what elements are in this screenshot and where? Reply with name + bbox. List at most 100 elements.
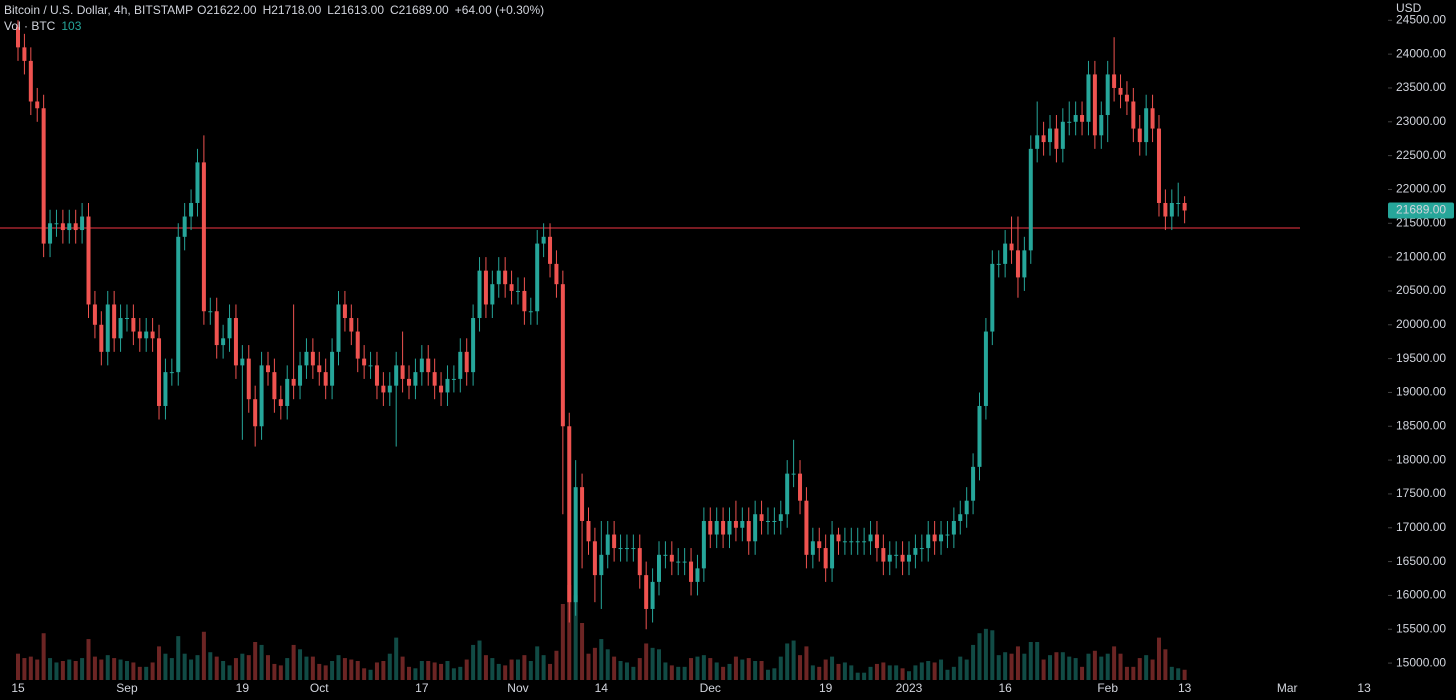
candle-body — [413, 372, 418, 386]
candle-body — [695, 568, 700, 582]
volume-bar — [919, 662, 924, 680]
candle-body — [105, 304, 110, 352]
candle-body — [368, 365, 373, 367]
candle-body — [336, 304, 341, 352]
candle-body — [426, 358, 431, 373]
volume-bar — [932, 662, 937, 680]
volume-bar — [118, 659, 123, 680]
candle-body — [330, 351, 335, 386]
candle-body — [227, 318, 232, 339]
volume-bar — [644, 643, 649, 680]
candle-body — [92, 304, 97, 325]
x-tick-label: 19 — [819, 681, 833, 695]
candle-body — [451, 378, 456, 380]
volume-bar — [1009, 653, 1014, 680]
candle-body — [60, 223, 65, 231]
volume-bar — [1099, 656, 1104, 680]
candle-body — [862, 541, 867, 543]
candle-body — [772, 520, 777, 522]
volume-bar — [80, 658, 85, 680]
candle-body — [291, 378, 296, 386]
candle-body — [740, 520, 745, 528]
volume-bar — [451, 668, 456, 680]
candle-body — [477, 270, 482, 319]
volume-bar — [246, 655, 251, 680]
y-tick-label: 21500.00 — [1396, 215, 1446, 229]
volume-bar — [874, 663, 879, 680]
candle-body — [855, 541, 860, 543]
y-tick-label: 19500.00 — [1396, 351, 1446, 365]
volume-bar — [362, 668, 367, 680]
candle-body — [804, 500, 809, 555]
candle-body — [528, 311, 533, 313]
volume-bar — [1054, 652, 1059, 680]
y-tick-label: 22500.00 — [1396, 148, 1446, 162]
candle-body — [1112, 74, 1117, 88]
candle-body — [663, 554, 668, 556]
candle-body — [464, 351, 469, 373]
y-tick-label: 24500.00 — [1396, 12, 1446, 26]
volume-bar — [535, 646, 540, 680]
x-tick-label: Feb — [1097, 681, 1118, 695]
candle-body — [35, 101, 40, 109]
volume-bar — [599, 639, 604, 680]
volume-bar — [657, 649, 661, 680]
volume-bar — [823, 659, 828, 680]
volume-bar — [195, 655, 200, 680]
y-tick-label: 17500.00 — [1396, 486, 1446, 500]
candle-body — [419, 358, 424, 373]
candle-body — [48, 223, 53, 244]
candle-body — [759, 514, 764, 521]
legend-close: C21689.00 — [390, 3, 449, 17]
volume-bar — [1131, 666, 1136, 680]
volume-bar — [471, 644, 476, 680]
candle-body — [259, 365, 264, 427]
volume-bar — [971, 644, 976, 680]
volume-bar — [131, 662, 136, 680]
candle-body — [874, 534, 879, 549]
volume-bar — [849, 665, 854, 680]
x-tick-label: Dec — [700, 681, 721, 695]
volume-bar — [1144, 655, 1149, 680]
volume-bar — [810, 665, 815, 680]
candle-body — [669, 554, 674, 562]
candle-body — [817, 541, 822, 549]
candle-body — [407, 378, 412, 386]
volume-bar — [708, 658, 713, 680]
candle-body — [124, 318, 129, 320]
candle-body — [605, 534, 610, 555]
volume-bar — [35, 659, 40, 680]
candle-body — [1182, 202, 1187, 211]
currency-label: USD — [1396, 1, 1422, 15]
volume-bar — [48, 658, 53, 680]
candle-body — [515, 290, 520, 292]
volume-bar — [778, 656, 783, 680]
volume-bar — [458, 666, 463, 680]
volume-bar — [169, 658, 174, 680]
candle-body — [253, 399, 258, 427]
volume-bar — [496, 663, 501, 680]
volume-title: Vol · BTC — [4, 19, 56, 33]
candle-body — [1163, 202, 1168, 217]
candle-body — [1086, 74, 1091, 122]
candle-body — [54, 223, 59, 225]
volume-bar — [631, 666, 636, 680]
candle-body — [1015, 250, 1020, 278]
volume-bar — [1150, 659, 1155, 680]
volume-bar — [1124, 666, 1129, 680]
volume-bar — [278, 665, 283, 680]
volume-bar — [676, 666, 681, 680]
volume-bar — [592, 647, 597, 680]
volume-bar — [528, 661, 533, 680]
candle-body — [278, 399, 283, 406]
volume-bar — [330, 661, 335, 680]
volume-bar — [503, 665, 508, 680]
candle-body — [1099, 115, 1104, 136]
x-tick-label: Nov — [507, 681, 528, 695]
candle-body — [1092, 74, 1097, 136]
volume-bar — [355, 661, 360, 680]
volume-bar — [765, 669, 770, 680]
candle-body — [842, 541, 847, 543]
candle-body — [1137, 128, 1142, 143]
